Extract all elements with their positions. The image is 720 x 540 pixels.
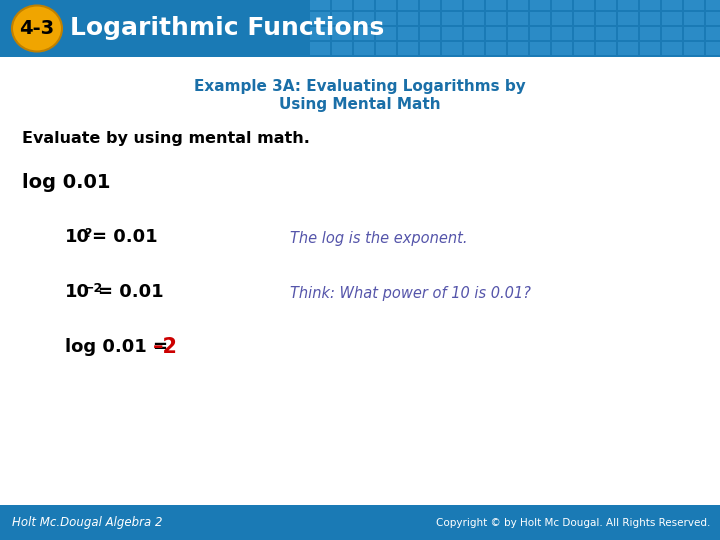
Bar	[640, 27, 660, 40]
Bar	[376, 0, 396, 10]
Bar	[618, 12, 638, 25]
Bar	[486, 27, 506, 40]
Bar	[684, 12, 704, 25]
Bar	[552, 0, 572, 10]
Bar	[530, 27, 550, 40]
Bar	[574, 42, 594, 55]
Text: –2: –2	[153, 337, 178, 357]
Bar	[574, 0, 594, 10]
Bar	[662, 27, 682, 40]
Text: The log is the exponent.: The log is the exponent.	[290, 231, 467, 246]
Text: Copyright © by Holt Mc Dougal. All Rights Reserved.: Copyright © by Holt Mc Dougal. All Right…	[436, 517, 710, 528]
Bar	[596, 0, 616, 10]
Text: log 0.01 =: log 0.01 =	[65, 338, 174, 356]
Text: Example 3A: Evaluating Logarithms by: Example 3A: Evaluating Logarithms by	[194, 79, 526, 94]
Bar	[354, 42, 374, 55]
Bar	[354, 0, 374, 10]
Text: = 0.01: = 0.01	[92, 228, 158, 246]
Bar	[706, 0, 720, 10]
Bar	[508, 0, 528, 10]
Bar	[640, 0, 660, 10]
Bar	[640, 42, 660, 55]
Bar	[596, 42, 616, 55]
Bar	[420, 42, 440, 55]
Bar	[420, 12, 440, 25]
Bar	[508, 27, 528, 40]
Bar	[486, 42, 506, 55]
Bar	[442, 27, 462, 40]
Bar	[618, 0, 638, 10]
Bar	[398, 27, 418, 40]
Text: log 0.01: log 0.01	[22, 173, 110, 192]
Bar	[596, 27, 616, 40]
Text: Evaluate by using mental math.: Evaluate by using mental math.	[22, 131, 310, 146]
Text: Using Mental Math: Using Mental Math	[279, 97, 441, 112]
Text: 10: 10	[65, 283, 90, 301]
Bar	[354, 12, 374, 25]
Bar	[508, 42, 528, 55]
Bar	[552, 42, 572, 55]
Bar	[464, 0, 484, 10]
Bar	[508, 12, 528, 25]
Bar	[310, 12, 330, 25]
Bar	[464, 27, 484, 40]
Bar	[552, 12, 572, 25]
Bar	[486, 12, 506, 25]
Bar	[596, 12, 616, 25]
Bar	[574, 27, 594, 40]
Bar	[398, 12, 418, 25]
Bar	[310, 42, 330, 55]
Bar	[684, 0, 704, 10]
Bar	[706, 27, 720, 40]
Text: Holt Mc.Dougal Algebra 2: Holt Mc.Dougal Algebra 2	[12, 516, 163, 529]
Bar	[486, 0, 506, 10]
Text: −2: −2	[84, 282, 103, 295]
Bar	[376, 42, 396, 55]
Bar	[398, 0, 418, 10]
Text: 4-3: 4-3	[19, 19, 55, 38]
Bar	[420, 0, 440, 10]
Bar	[530, 12, 550, 25]
Bar	[0, 0, 720, 57]
Bar	[552, 27, 572, 40]
Bar	[530, 42, 550, 55]
Bar	[464, 42, 484, 55]
Bar	[376, 12, 396, 25]
Text: Think: What power of 10 is 0.01?: Think: What power of 10 is 0.01?	[290, 286, 531, 301]
Text: Logarithmic Functions: Logarithmic Functions	[70, 17, 384, 40]
Bar	[376, 27, 396, 40]
Bar	[640, 12, 660, 25]
Bar	[618, 42, 638, 55]
Bar	[442, 42, 462, 55]
Bar	[442, 12, 462, 25]
Bar	[310, 27, 330, 40]
Bar	[662, 12, 682, 25]
Bar	[332, 27, 352, 40]
Bar	[706, 42, 720, 55]
Bar	[464, 12, 484, 25]
Bar	[662, 42, 682, 55]
Bar	[684, 27, 704, 40]
Bar	[662, 0, 682, 10]
Text: ?: ?	[84, 227, 91, 240]
Bar	[530, 0, 550, 10]
Bar	[420, 27, 440, 40]
Text: 10: 10	[65, 228, 90, 246]
Text: = 0.01: = 0.01	[98, 283, 163, 301]
Bar	[332, 42, 352, 55]
Bar	[706, 12, 720, 25]
Bar	[398, 42, 418, 55]
Bar	[618, 27, 638, 40]
Bar	[354, 27, 374, 40]
Bar	[332, 0, 352, 10]
Bar	[0, 505, 720, 540]
Bar	[332, 12, 352, 25]
Bar	[310, 0, 330, 10]
Bar	[442, 0, 462, 10]
Ellipse shape	[12, 5, 62, 51]
Bar	[684, 42, 704, 55]
Bar	[574, 12, 594, 25]
